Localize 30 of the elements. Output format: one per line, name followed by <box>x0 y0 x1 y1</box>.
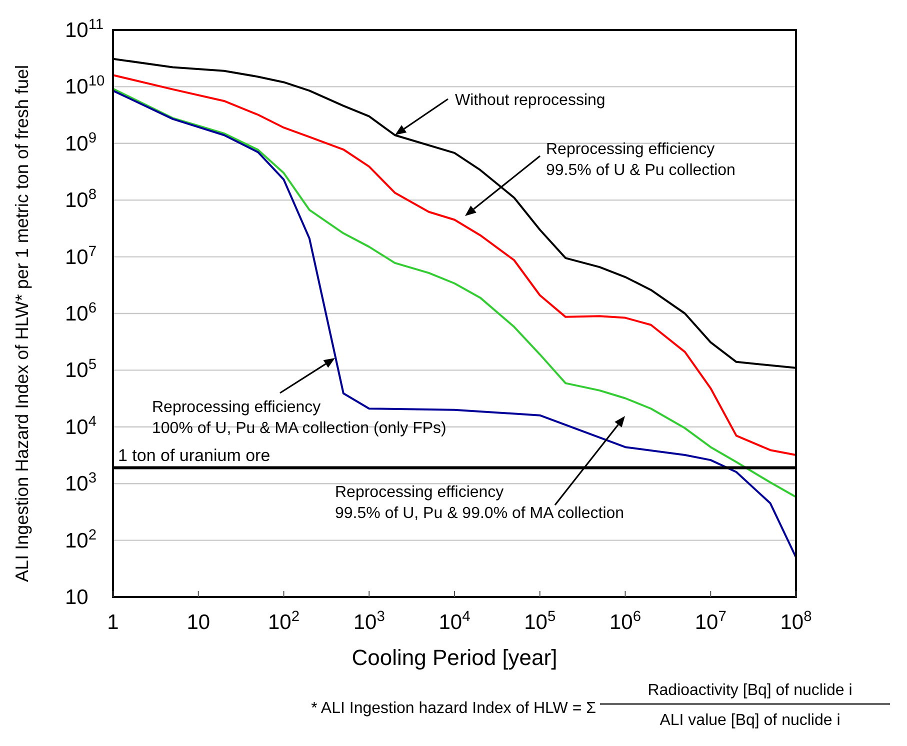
x-axis-title: Cooling Period [year] <box>352 645 558 670</box>
y-tick-label: 10$^{8}$ <box>65 187 97 212</box>
ref-line-label: 1 ton of uranium ore <box>118 446 270 465</box>
y-tick-label: 10$^{10}$ <box>65 74 105 99</box>
y-tick-label: 10$^{6}$ <box>65 300 97 326</box>
x-tick-label: 10$^{3}$ <box>353 609 385 634</box>
x-tick-label: 10 <box>186 611 210 634</box>
y-tick-label: 10$^{5}$ <box>65 357 97 382</box>
y-axis-title: ALI Ingestion Hazard Index of HLW* per 1 metric ton of fresh fuel <box>12 65 32 582</box>
annotation: Without reprocessing <box>455 92 606 109</box>
x-tick-label: 10$^{2}$ <box>268 609 300 634</box>
y-tick-label: 10 <box>65 586 88 609</box>
text: * ALI Ingestion hazard Index of HLW = Σ <box>311 700 596 717</box>
annotation: Reprocessing efficiency 99.5% of U, Pu & 99.0% of MA collection <box>335 484 624 522</box>
x-tick-label: 10$^{6}$ <box>609 609 642 634</box>
text: ALI value [Bq] of nuclide i <box>660 712 840 729</box>
x-tick-label: 1 <box>107 611 119 634</box>
y-tick-label: 10$^{4}$ <box>65 414 97 439</box>
y-tick-label: 10$^{2}$ <box>65 527 97 552</box>
annotation: Reprocessing efficiency 99.5% of U & Pu collection <box>546 141 736 179</box>
x-tick-label: 10$^{5}$ <box>524 609 556 634</box>
y-tick-label: 10$^{3}$ <box>65 470 97 496</box>
y-tick-label: 10$^{9}$ <box>65 130 97 156</box>
text: Radioactivity [Bq] of nuclide i <box>648 682 852 699</box>
y-tick-label: 10$^{7}$ <box>65 244 97 269</box>
y-tick-label: 10$^{11}$ <box>65 17 104 42</box>
x-tick-label: 10$^{4}$ <box>438 609 470 634</box>
x-tick-label: 10$^{8}$ <box>780 609 812 634</box>
x-tick-label: 10$^{7}$ <box>694 609 726 634</box>
annotation: Reprocessing efficiency 100% of U, Pu & MA collection (only FPs) <box>152 399 446 437</box>
